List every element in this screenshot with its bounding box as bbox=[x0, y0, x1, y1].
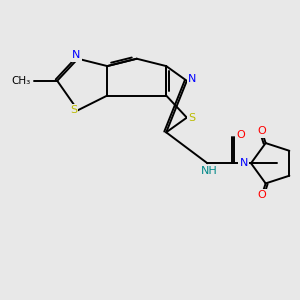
Text: N: N bbox=[239, 158, 248, 168]
Text: O: O bbox=[258, 190, 266, 200]
Text: O: O bbox=[258, 126, 266, 136]
Text: N: N bbox=[188, 74, 196, 84]
Text: NH: NH bbox=[200, 167, 217, 176]
Text: S: S bbox=[70, 105, 77, 115]
Text: S: S bbox=[188, 112, 196, 123]
Text: CH₃: CH₃ bbox=[11, 76, 31, 86]
Text: O: O bbox=[236, 130, 245, 140]
Text: N: N bbox=[72, 50, 81, 60]
